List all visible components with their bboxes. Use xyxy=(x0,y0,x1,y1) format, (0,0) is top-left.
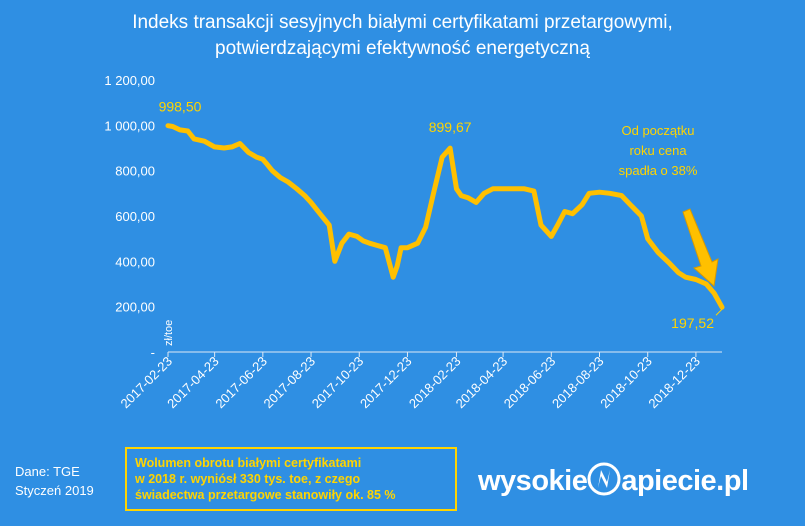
series-line xyxy=(165,123,725,310)
data-label: 899,67 xyxy=(429,119,472,135)
volume-info-box: Wolumen obrotu białymi certyfikatami w 2… xyxy=(125,447,457,511)
data-label: 197,52 xyxy=(671,315,714,331)
chart-title-line-2: potwierdzającymi efektywność energetyczn… xyxy=(215,38,590,59)
x-tick-label: 2018-12-23 xyxy=(645,354,703,412)
y-tick-label: 200,00 xyxy=(115,300,155,315)
logo-text-right: apiecie.pl xyxy=(621,465,749,497)
y-tick-label: 1 200,00 xyxy=(104,73,155,88)
info-line-1: Wolumen obrotu białymi certyfikatami xyxy=(135,456,362,470)
data-label: 998,50 xyxy=(159,99,202,115)
y-axis-label: zł/toe xyxy=(163,320,175,346)
price-drop-note-line: Od początku xyxy=(622,123,695,138)
source-label: Dane: TGE xyxy=(15,464,80,479)
lightning-n-icon xyxy=(587,462,621,496)
info-line-3: świadectwa przetargowe stanowiły ok. 85 … xyxy=(135,488,396,502)
y-tick-label: 1 000,00 xyxy=(104,118,155,133)
y-tick-label: - xyxy=(151,345,155,360)
y-tick-label: 600,00 xyxy=(115,209,155,224)
brand-logo: wysokie apiecie.pl xyxy=(478,462,749,498)
info-line-2: w 2018 r. wyniósł 330 tys. toe, z czego xyxy=(135,472,361,486)
down-arrow-icon xyxy=(682,208,719,287)
chart-title-line-1: Indeks transakcji sesyjnych białymi cert… xyxy=(132,12,673,33)
price-drop-note-line: spadła o 38% xyxy=(619,163,698,178)
y-tick-label: 400,00 xyxy=(115,254,155,269)
x-tick-label: 2017-12-23 xyxy=(357,354,415,412)
data-label-leader xyxy=(715,308,723,316)
source-date: Styczeń 2019 xyxy=(15,483,94,498)
logo-text-left: wysokie xyxy=(478,465,588,497)
y-tick-label: 800,00 xyxy=(115,164,155,179)
price-drop-note-line: roku cena xyxy=(629,143,687,158)
